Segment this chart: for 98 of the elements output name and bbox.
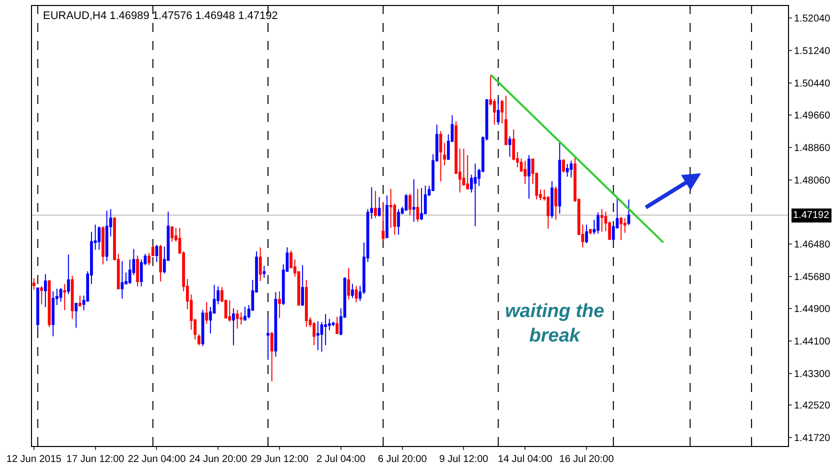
y-tick-label: 1.50440 [794, 78, 831, 90]
candlestick [386, 194, 388, 238]
y-tick-label: 1.43300 [794, 368, 831, 380]
candlestick [528, 154, 530, 200]
candlestick [52, 290, 55, 337]
candlestick [228, 300, 232, 322]
y-tick-label: 1.44100 [794, 336, 831, 348]
candlestick [240, 312, 243, 326]
candlestick [620, 216, 623, 241]
annotation: waiting the break [505, 301, 605, 347]
candlestick [105, 210, 108, 262]
y-tick-label: 1.41720 [794, 432, 831, 444]
candlestick [408, 193, 412, 216]
x-tick-label: 2 Jul 04:00 [316, 454, 366, 465]
candlestick [332, 321, 335, 327]
candlestick [63, 283, 66, 311]
candlestick [301, 264, 304, 306]
candlestick [44, 274, 47, 308]
candlestick [504, 95, 508, 146]
candlestick [67, 254, 70, 295]
candlestick [412, 178, 416, 222]
candlestick [443, 142, 446, 166]
candlestick [278, 290, 281, 319]
candlestick [404, 194, 408, 212]
candlestick [262, 266, 266, 278]
candlestick [148, 252, 150, 266]
y-tick-label: 1.51240 [794, 46, 831, 58]
x-tick-label: 29 Jun 12:00 [250, 454, 309, 465]
candlestick [627, 199, 630, 226]
candlestick [474, 163, 477, 227]
x-tick-label: 6 Jul 20:00 [378, 454, 428, 465]
candlestick [600, 208, 604, 232]
candlestick [258, 246, 262, 282]
candlestick [70, 275, 74, 320]
y-tick-label: 1.45680 [794, 272, 831, 284]
candlestick [32, 278, 36, 290]
candlestick [155, 244, 158, 262]
candlestick [274, 292, 278, 358]
candlestick [102, 226, 104, 265]
candlestick [508, 136, 512, 158]
x-tick-label: 12 Jun 2015 [6, 454, 62, 465]
y-tick-label: 1.52040 [794, 14, 831, 25]
candlestick [98, 226, 101, 250]
candlestick [336, 316, 339, 334]
candlestick [270, 331, 274, 382]
y-tick-label: 1.48860 [794, 142, 831, 154]
candlestick [351, 283, 354, 299]
ref-line-label: 1.47192 [793, 210, 830, 221]
candlestick [570, 160, 573, 178]
x-tick-label: 14 Jul 04:00 [498, 454, 553, 465]
candlestick [59, 287, 62, 302]
candlestick [585, 224, 588, 244]
candlestick [382, 201, 385, 242]
candlestick [316, 320, 320, 351]
candlestick [550, 180, 554, 219]
candlestick [558, 140, 562, 214]
x-tick-label: 22 Jun 04:00 [128, 454, 186, 465]
candlestick [78, 295, 82, 308]
candlestick [347, 268, 350, 300]
candlestick [232, 308, 235, 346]
candlestick [374, 190, 377, 219]
candlestick [416, 188, 420, 222]
x-tick-label: 16 Jul 20:00 [559, 454, 614, 465]
y-tick-label: 1.48060 [794, 175, 831, 186]
candlestick [524, 160, 527, 184]
candlestick [40, 286, 44, 305]
candlestick [496, 98, 500, 126]
candlestick [74, 302, 78, 328]
candlestick [378, 196, 381, 217]
candlestick [588, 228, 592, 235]
chart-title: EURAUD,H4 1.46989 1.47576 1.46948 1.47192 [43, 10, 278, 22]
candlestick [554, 186, 558, 220]
candlestick [197, 334, 200, 346]
y-tick-label: 1.46480 [794, 240, 831, 251]
candlestick [596, 212, 600, 234]
candlestick [562, 158, 565, 174]
candlestick [420, 188, 423, 221]
candlestick [354, 285, 358, 303]
candlestick [170, 226, 174, 242]
y-tick-label: 1.42520 [794, 400, 831, 412]
candlestick [566, 164, 569, 178]
candlestick [205, 302, 208, 324]
x-tick-label: 17 Jun 12:00 [66, 454, 125, 465]
candlestick [244, 306, 246, 321]
candlestick [266, 316, 270, 360]
candlestick [304, 279, 308, 328]
x-tick-label: 9 Jul 12:00 [439, 454, 489, 465]
x-tick-label: 24 Jun 20:00 [189, 454, 248, 465]
candlestick [439, 130, 442, 182]
y-tick-label: 1.44900 [794, 304, 831, 315]
candlestick [397, 208, 400, 236]
candlestick [136, 254, 139, 287]
candlestick [500, 99, 504, 124]
candlestick [151, 245, 154, 257]
candlestick [236, 309, 239, 330]
y-tick-label: 1.49660 [794, 110, 831, 122]
candlestick [120, 260, 124, 300]
candlestick [159, 244, 162, 282]
